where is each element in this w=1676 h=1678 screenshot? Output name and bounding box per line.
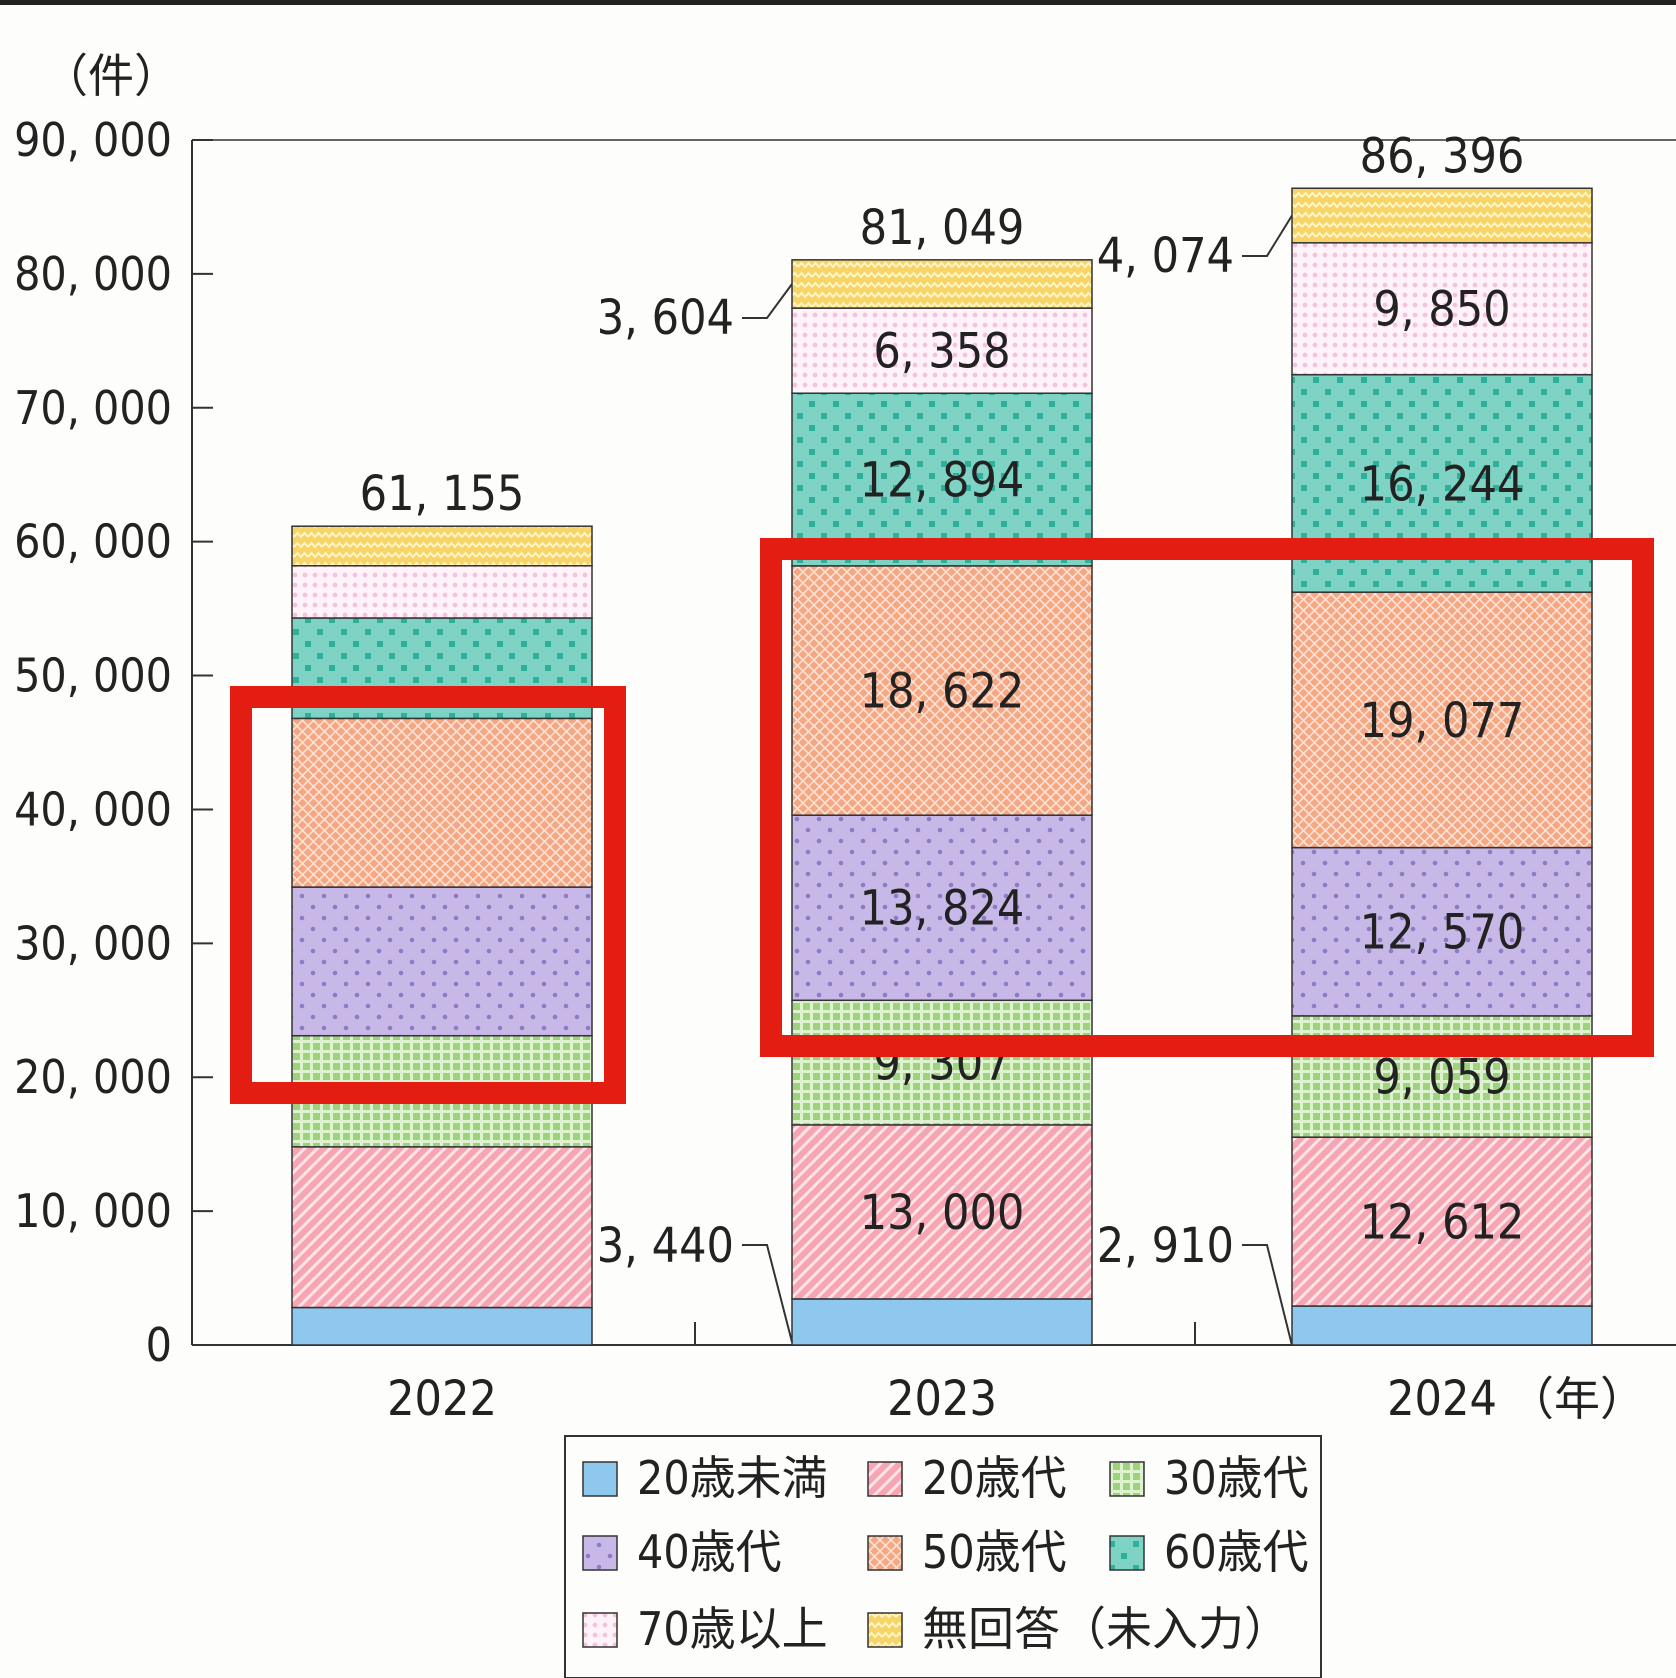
legend-label: 70歳以上 — [637, 1602, 828, 1656]
bar-segment — [791, 999, 1093, 1126]
total-label: 61, 155 — [360, 466, 525, 522]
x-unit-label: （年） — [1508, 1372, 1646, 1426]
bar-segment — [1291, 1305, 1593, 1346]
legend-swatch — [582, 1535, 618, 1571]
y-tick-label: 30, 000 — [14, 916, 172, 970]
legend-label: 40歳代 — [637, 1525, 782, 1579]
total-label: 81, 049 — [860, 200, 1025, 256]
legend-label: 50歳代 — [922, 1525, 1067, 1579]
legend-swatch — [582, 1461, 618, 1497]
legend-label: 60歳代 — [1164, 1525, 1309, 1579]
y-tick-label: 40, 000 — [14, 782, 172, 836]
legend-box — [564, 1435, 1322, 1678]
leader-line — [742, 283, 793, 319]
bar-segment — [291, 1146, 593, 1309]
category-label: 2022 — [387, 1371, 497, 1427]
legend-swatch — [582, 1612, 618, 1648]
category-labels: 2022 2023 2024 — [387, 1371, 1497, 1427]
category-label: 2024 — [1387, 1371, 1497, 1427]
y-tick-label: 50, 000 — [14, 649, 172, 703]
y-ticks: 0 10, 000 20, 000 30, 000 40, 000 50, 000 60, … — [14, 113, 1196, 1372]
bar-segment — [1291, 242, 1593, 376]
segment-value-label: 6, 358 — [873, 324, 1010, 380]
segment-value-label: 2, 910 — [1097, 1218, 1234, 1274]
total-label: 86, 396 — [1360, 128, 1525, 184]
y-tick-label: 0 — [146, 1318, 172, 1372]
highlight-box-2023-2024 — [760, 538, 1654, 1057]
legend-swatch — [867, 1535, 903, 1571]
bar-segment — [291, 717, 593, 888]
segment-value-label: 12, 570 — [1360, 905, 1525, 961]
leader-line — [742, 1244, 793, 1343]
category-label: 2023 — [887, 1371, 997, 1427]
segment-value-label: 3, 440 — [597, 1218, 734, 1274]
segment-value-label: 12, 894 — [860, 453, 1025, 509]
legend-label: 20歳代 — [922, 1451, 1067, 1505]
legend-swatch — [1109, 1535, 1145, 1571]
leader-line — [1242, 215, 1293, 257]
segment-value-label: 9, 059 — [1373, 1050, 1510, 1106]
bar-segment — [791, 392, 1093, 567]
bar-segment — [791, 1298, 1093, 1346]
segment-value-label: 9, 850 — [1373, 282, 1510, 338]
bar-segment — [291, 1306, 593, 1346]
legend: 20歳未満 20歳代 30歳代 40歳代 50歳代 60歳代 70歳以上 無回答（未入力） — [564, 1435, 1322, 1678]
y-unit-label: （件） — [42, 49, 180, 103]
bar-segment — [791, 1124, 1093, 1300]
y-tick-label: 20, 000 — [14, 1050, 172, 1104]
y-tick-label: 60, 000 — [14, 515, 172, 569]
legend-swatch — [867, 1461, 903, 1497]
legend-swatch — [1109, 1461, 1145, 1497]
bar-segment — [791, 565, 1093, 816]
y-tick-label: 70, 000 — [14, 381, 172, 435]
leader-line — [1242, 1244, 1293, 1346]
legend-label: 30歳代 — [1164, 1451, 1309, 1505]
legend-label: 20歳未満 — [637, 1451, 828, 1505]
segment-value-label: 3, 604 — [597, 290, 734, 346]
segment-value-label: 4, 074 — [1097, 228, 1234, 284]
bar-segment — [791, 259, 1093, 309]
bar-segment — [291, 565, 593, 619]
legend-swatch — [867, 1612, 903, 1648]
bar-segment — [1291, 846, 1593, 1017]
segment-value-label: 13, 824 — [860, 881, 1025, 937]
segment-value-label: 16, 244 — [1360, 456, 1525, 512]
segment-value-label: 19, 077 — [1360, 693, 1525, 749]
segment-value-label: 13, 000 — [860, 1185, 1025, 1241]
bar-segment — [1291, 1136, 1593, 1307]
legend-label: 無回答（未入力） — [922, 1602, 1290, 1656]
segment-value-label: 12, 612 — [1360, 1195, 1525, 1251]
bar-segment — [291, 525, 593, 567]
y-tick-label: 90, 000 — [14, 113, 172, 167]
bar-segment — [1291, 187, 1593, 244]
bar-segment — [791, 814, 1093, 1002]
top-border — [0, 0, 1676, 5]
y-tick-label: 80, 000 — [14, 247, 172, 301]
segment-value-label: 18, 622 — [860, 664, 1025, 720]
bar-segment — [1291, 591, 1593, 849]
bar-segment — [291, 886, 593, 1037]
y-tick-label: 10, 000 — [14, 1184, 172, 1238]
highlight-box-2022 — [230, 686, 626, 1104]
